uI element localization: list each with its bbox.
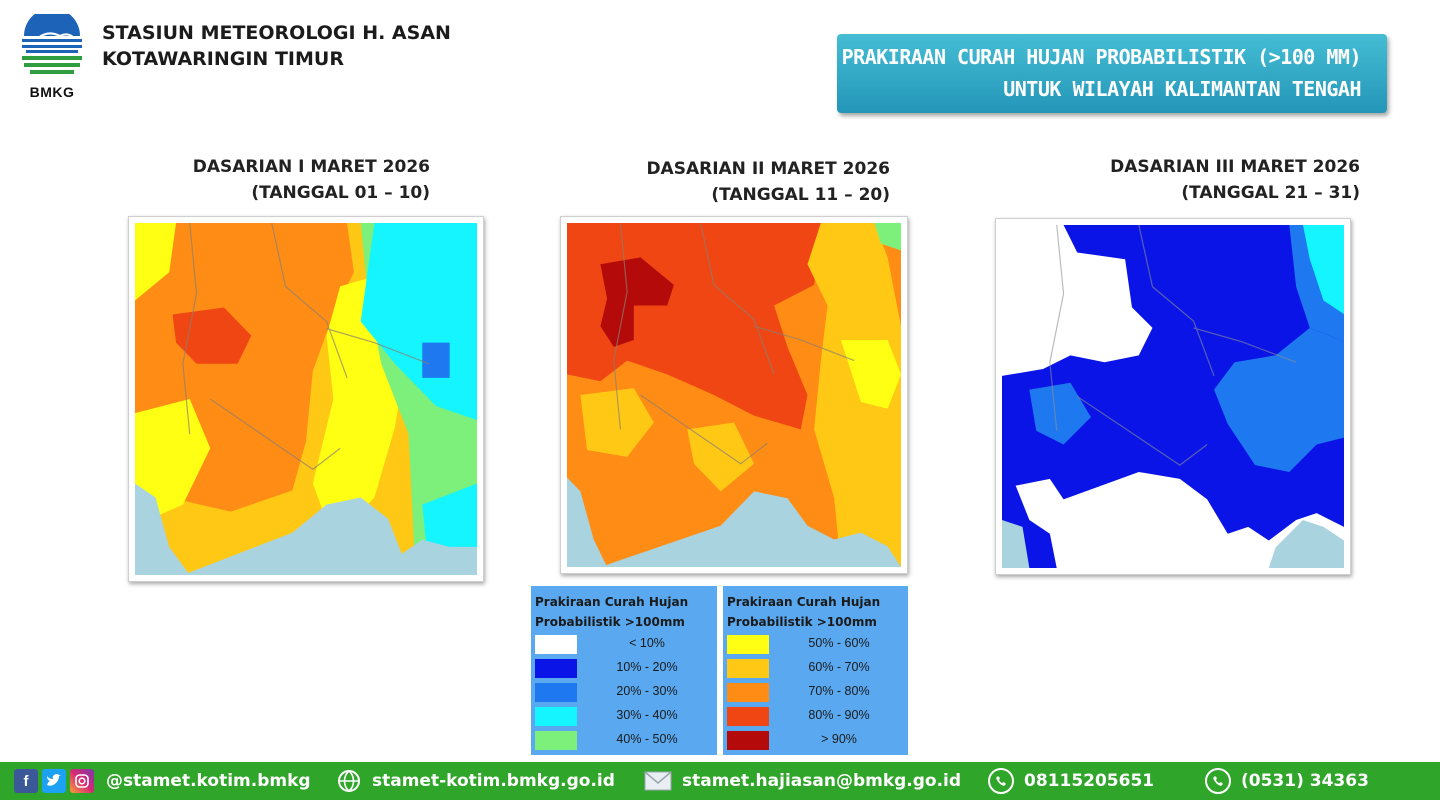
panel-title-line-1: DASARIAN III MARET 2026 — [1110, 157, 1360, 177]
panel-title-line-2: (TANGGAL 11 – 20) — [711, 185, 890, 205]
contact-footer: f @stamet.kotim.bmkg stamet-kotim.bmkg.g… — [0, 762, 1440, 800]
footer-email-address[interactable]: stamet.hajiasan@bmkg.go.id — [682, 771, 962, 791]
phone-icon — [1205, 768, 1231, 794]
instagram-icon[interactable] — [70, 769, 94, 793]
legend-swatch — [727, 683, 769, 702]
map-dasarian-1 — [128, 216, 484, 582]
legend-rows: < 10% 10% - 20% 20% - 30% 30% - 40% 40% - 50… — [531, 632, 717, 752]
legend-label: 70% - 80% — [808, 684, 870, 698]
panel-title-dasarian-3: DASARIAN III MARET 2026 (TANGGAL 21 – 31… — [1030, 154, 1360, 206]
logo-text: BMKG — [29, 84, 75, 100]
legend-title-line-2: Probabilistik >100mm — [535, 615, 685, 629]
facebook-icon[interactable]: f — [14, 769, 38, 793]
legend-swatch — [535, 731, 577, 750]
footer-phone-number[interactable]: (0531) 34363 — [1241, 771, 1369, 791]
legend-label: 60% - 70% — [808, 660, 870, 674]
station-line-2: KOTAWARINGIN TIMUR — [102, 48, 344, 70]
footer-email[interactable]: stamet.hajiasan@bmkg.go.id — [644, 762, 961, 800]
footer-website-url[interactable]: stamet-kotim.bmkg.go.id — [372, 771, 615, 791]
footer-social[interactable]: f @stamet.kotim.bmkg — [14, 762, 311, 800]
twitter-icon[interactable] — [42, 769, 66, 793]
map-dasarian-2 — [560, 216, 908, 574]
footer-website[interactable]: stamet-kotim.bmkg.go.id — [336, 762, 615, 800]
legend-swatch — [727, 707, 769, 726]
panel-title-line-1: DASARIAN I MARET 2026 — [192, 157, 430, 177]
legend-high: Prakiraan Curah Hujan Probabilistik >100… — [723, 586, 908, 755]
legend-title-line-1: Prakiraan Curah Hujan — [727, 595, 881, 609]
banner-line-1: PRAKIRAAN CURAH HUJAN PROBABILISTIK (>10… — [841, 45, 1362, 69]
legend-label: > 90% — [821, 732, 857, 746]
forecast-banner: PRAKIRAAN CURAH HUJAN PROBABILISTIK (>10… — [837, 34, 1387, 113]
legend-label: 80% - 90% — [808, 708, 870, 722]
panel-title-dasarian-2: DASARIAN II MARET 2026 (TANGGAL 11 – 20) — [560, 156, 890, 208]
legend-item: 70% - 80% — [723, 680, 908, 704]
map-dasarian-3 — [995, 218, 1351, 575]
panel-title-dasarian-1: DASARIAN I MARET 2026 (TANGGAL 01 – 10) — [130, 154, 430, 206]
legend-label: 40% - 50% — [616, 732, 678, 746]
legend-label: 20% - 30% — [616, 684, 678, 698]
legend-swatch — [535, 635, 577, 654]
whatsapp-icon — [988, 768, 1014, 794]
panel-title-line-2: (TANGGAL 21 – 31) — [1181, 183, 1360, 203]
legend-item: 30% - 40% — [531, 704, 717, 728]
mail-icon — [644, 771, 672, 791]
legend-swatch — [535, 707, 577, 726]
banner-line-2: UNTUK WILAYAH KALIMANTAN TENGAH — [1003, 77, 1361, 101]
legend-item: 40% - 50% — [531, 728, 717, 752]
legend-swatch — [727, 659, 769, 678]
legend-item: 20% - 30% — [531, 680, 717, 704]
footer-phone[interactable]: (0531) 34363 — [1205, 762, 1369, 800]
station-line-1: STASIUN METEOROLOGI H. ASAN — [102, 22, 451, 44]
legend-item: 50% - 60% — [723, 632, 908, 656]
legend-label: 50% - 60% — [808, 636, 870, 650]
legend-item: 10% - 20% — [531, 656, 717, 680]
legend-label: < 10% — [629, 636, 665, 650]
legend-swatch — [535, 659, 577, 678]
legend-title-line-1: Prakiraan Curah Hujan — [535, 595, 689, 609]
footer-social-handle[interactable]: @stamet.kotim.bmkg — [106, 771, 311, 791]
legend-item: < 10% — [531, 632, 717, 656]
legend-low: Prakiraan Curah Hujan Probabilistik >100… — [531, 586, 717, 755]
legend-label: 30% - 40% — [616, 708, 678, 722]
panel-title-line-2: (TANGGAL 01 – 10) — [251, 183, 430, 203]
footer-whatsapp-number[interactable]: 08115205651 — [1024, 771, 1155, 791]
legend-item: 60% - 70% — [723, 656, 908, 680]
globe-icon — [336, 768, 362, 794]
panel-title-line-1: DASARIAN II MARET 2026 — [646, 159, 890, 179]
legend-item: > 90% — [723, 728, 908, 752]
footer-whatsapp[interactable]: 08115205651 — [988, 762, 1154, 800]
bmkg-logo: BMKG — [18, 14, 86, 102]
legend-label: 10% - 20% — [616, 660, 678, 674]
station-name: STASIUN METEOROLOGI H. ASAN KOTAWARINGIN… — [102, 20, 451, 72]
legend-swatch — [727, 635, 769, 654]
legend-swatch — [727, 731, 769, 750]
legend-item: 80% - 90% — [723, 704, 908, 728]
legend-swatch — [535, 683, 577, 702]
legend-rows: 50% - 60% 60% - 70% 70% - 80% 80% - 90% > 90… — [723, 632, 908, 752]
legend-title-line-2: Probabilistik >100mm — [727, 615, 877, 629]
